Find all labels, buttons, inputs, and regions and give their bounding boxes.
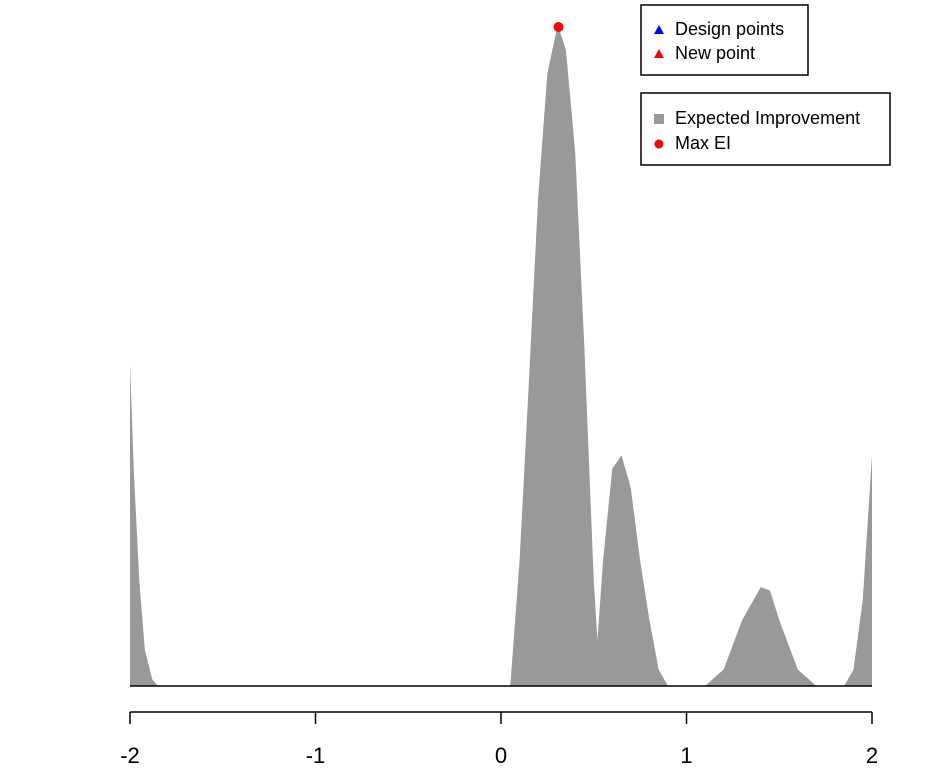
legend-marker [654, 114, 664, 124]
legend-label: Design points [675, 19, 784, 39]
legend-marker [654, 49, 664, 58]
legend-marker [654, 25, 664, 34]
legend-marker [654, 139, 664, 149]
x-tick-label: 1 [680, 743, 692, 768]
legend-label: Max EI [675, 133, 731, 153]
x-tick-label: 0 [495, 743, 507, 768]
max-point [553, 22, 564, 32]
legend-box [640, 92, 891, 166]
legend-label: New point [675, 43, 755, 63]
x-tick-label: -2 [120, 743, 140, 768]
x-tick-label: -1 [306, 743, 326, 768]
x-tick-label: 2 [866, 743, 878, 768]
legend-box [640, 4, 809, 76]
legend-label: Expected Improvement [675, 108, 860, 128]
